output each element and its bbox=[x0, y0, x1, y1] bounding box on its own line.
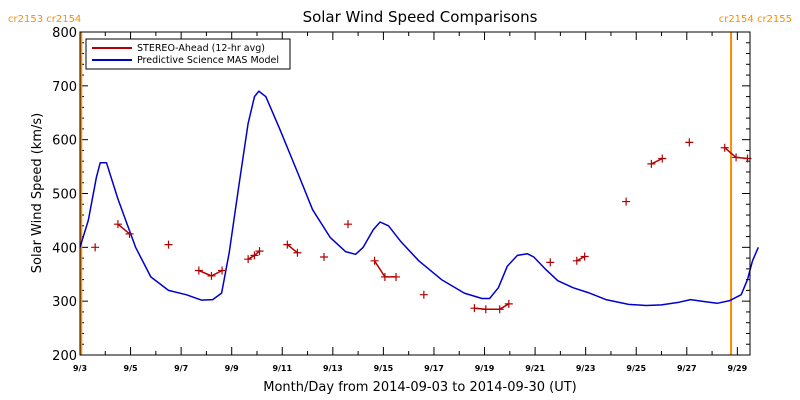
data-point-stereo bbox=[481, 305, 490, 314]
y-axis-label: Solar Wind Speed (km/s) bbox=[30, 113, 45, 273]
x-axis-label: Month/Day from 2014-09-03 to 2014-09-30 … bbox=[263, 380, 576, 395]
data-layer bbox=[79, 32, 759, 355]
data-point-stereo bbox=[319, 253, 328, 262]
legend: STEREO-Ahead (12-hr avg) Predictive Scie… bbox=[85, 38, 291, 70]
x-tick-label: 9/5 bbox=[124, 364, 138, 373]
data-point-stereo bbox=[164, 240, 173, 249]
data-point-stereo bbox=[113, 220, 122, 229]
data-point-stereo bbox=[495, 305, 504, 314]
x-tick-label: 9/13 bbox=[323, 364, 343, 373]
y-tick-label: 800 bbox=[52, 26, 77, 41]
series-segment-stereo bbox=[474, 303, 510, 310]
x-tick-label: 9/15 bbox=[374, 364, 394, 373]
plot-frame bbox=[79, 31, 751, 356]
series-segment-stereo bbox=[286, 244, 298, 254]
x-tick-label: 9/21 bbox=[525, 364, 545, 373]
data-point-stereo bbox=[392, 272, 401, 281]
data-point-stereo bbox=[470, 304, 479, 313]
data-point-stereo bbox=[125, 229, 134, 238]
data-point-stereo bbox=[685, 138, 694, 147]
legend-label-model: Predictive Science MAS Model bbox=[137, 55, 279, 66]
data-point-stereo bbox=[370, 256, 379, 265]
data-point-stereo bbox=[546, 258, 555, 267]
series-line-model bbox=[79, 90, 759, 307]
data-point-stereo bbox=[732, 153, 741, 162]
x-tick-label: 9/25 bbox=[626, 364, 646, 373]
legend-box bbox=[85, 38, 291, 70]
y-tick-label: 700 bbox=[52, 80, 77, 95]
series-segment-stereo bbox=[117, 223, 131, 235]
data-point-stereo bbox=[283, 240, 292, 249]
y-tick-label: 500 bbox=[52, 188, 77, 203]
data-point-stereo bbox=[207, 271, 216, 280]
data-point-stereo bbox=[91, 243, 100, 252]
data-point-stereo bbox=[419, 290, 428, 299]
series-segment-stereo bbox=[198, 269, 223, 277]
data-point-stereo bbox=[580, 252, 589, 261]
data-point-stereo bbox=[194, 266, 203, 275]
x-tick-label: 9/29 bbox=[728, 364, 748, 373]
data-point-stereo bbox=[504, 299, 513, 308]
data-point-stereo bbox=[622, 197, 631, 206]
x-tick-label: 9/7 bbox=[174, 364, 188, 373]
data-point-stereo bbox=[255, 247, 264, 256]
series-segment-stereo bbox=[576, 255, 585, 262]
y-tick-label: 200 bbox=[52, 349, 77, 364]
series-segment-stereo bbox=[651, 157, 663, 165]
x-tick-label: 9/17 bbox=[424, 364, 444, 373]
data-point-stereo bbox=[647, 159, 656, 168]
data-point-stereo bbox=[380, 272, 389, 281]
data-point-stereo bbox=[658, 154, 667, 163]
tick-layer: 200 300 400 500 600 700 800 9/3 9/5 9/7 9/9 9/11 9/1… bbox=[52, 26, 750, 373]
x-tick-label: 9/27 bbox=[677, 364, 697, 373]
data-point-stereo bbox=[572, 256, 581, 265]
data-point-stereo bbox=[218, 266, 227, 275]
carrington-label-right: cr2154 cr2155 bbox=[719, 14, 792, 25]
x-tick-label: 9/3 bbox=[73, 364, 87, 373]
x-tick-label: 9/23 bbox=[576, 364, 596, 373]
data-point-stereo bbox=[344, 220, 352, 229]
data-point-stereo bbox=[293, 248, 302, 257]
x-tick-label: 9/9 bbox=[225, 364, 239, 373]
x-tick-label: 9/11 bbox=[272, 364, 292, 373]
chart-title: Solar Wind Speed Comparisons bbox=[303, 8, 538, 26]
y-tick-label: 600 bbox=[52, 134, 77, 149]
data-point-stereo bbox=[244, 255, 253, 264]
y-tick-label: 300 bbox=[52, 295, 77, 310]
carrington-label-left: cr2153 cr2154 bbox=[8, 14, 81, 25]
data-point-stereo bbox=[250, 251, 259, 260]
x-tick-label: 9/19 bbox=[475, 364, 495, 373]
y-tick-label: 400 bbox=[52, 241, 77, 256]
data-point-stereo bbox=[720, 143, 729, 152]
legend-label-stereo: STEREO-Ahead (12-hr avg) bbox=[137, 43, 265, 54]
